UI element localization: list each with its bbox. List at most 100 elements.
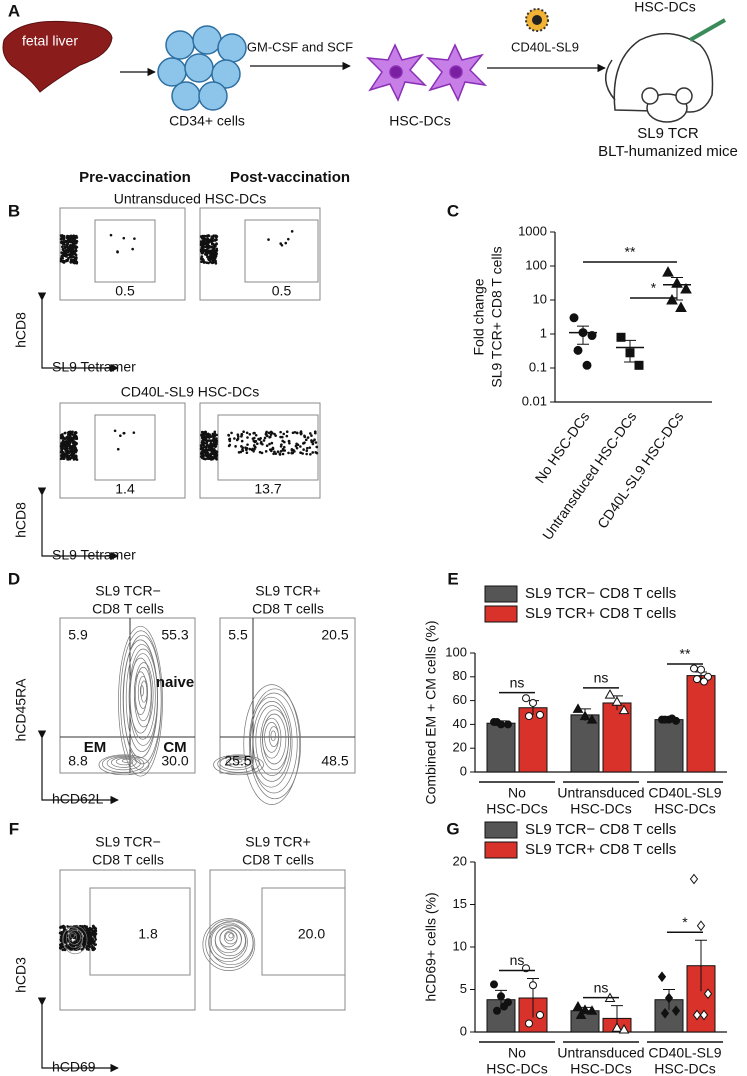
event-dot	[245, 451, 249, 455]
schematic-label: CD40L-SL9	[511, 39, 579, 54]
data-point	[664, 992, 674, 1004]
panel-label: E	[447, 569, 458, 588]
data-point	[582, 360, 592, 370]
x-tick-label: HSC-DCs	[486, 1061, 547, 1076]
event-dot	[201, 439, 205, 443]
data-point	[490, 980, 498, 989]
contour	[122, 639, 158, 759]
x-tick-label: HSC-DCs	[654, 1061, 715, 1076]
error-bar	[577, 325, 589, 345]
event-dot	[70, 947, 73, 951]
x-tick-label: HSC-DCs	[486, 801, 547, 817]
event-dot	[278, 452, 282, 456]
event-dot	[204, 435, 208, 439]
event-dot	[234, 445, 237, 448]
row-title: CD40L-SL9 HSC-DCs	[121, 384, 259, 400]
event-dot	[87, 932, 90, 935]
data-point	[586, 1005, 598, 1015]
event-dot	[214, 444, 218, 448]
event-dot	[208, 258, 212, 261]
event-dot	[199, 257, 203, 260]
event-dot	[210, 451, 214, 455]
data-point	[668, 714, 676, 723]
contour	[217, 755, 260, 773]
event-dot	[315, 451, 319, 455]
plot-title: CD8 T cells	[92, 852, 164, 868]
event-dot	[290, 230, 294, 233]
quadrant-value: 8.8	[68, 753, 88, 769]
event-dot	[69, 246, 73, 249]
event-dot	[252, 449, 255, 453]
contour	[262, 713, 287, 765]
event-dot	[133, 237, 136, 240]
contour	[270, 730, 276, 742]
data-point	[522, 694, 530, 703]
significance-label: ns	[510, 674, 525, 690]
event-dot	[210, 446, 213, 450]
event-dot	[268, 442, 271, 446]
event-dot	[64, 431, 67, 435]
event-dot	[67, 455, 71, 459]
event-dot	[67, 249, 70, 253]
event-dot	[282, 445, 286, 449]
event-dot	[215, 437, 218, 440]
x-tick-label: HSC-DCs	[570, 801, 631, 817]
event-dot	[202, 248, 206, 252]
event-dot	[286, 237, 290, 241]
event-dot	[93, 930, 97, 933]
event-dot	[62, 443, 66, 446]
event-dot	[264, 432, 268, 436]
plot-title: CD8 T cells	[242, 852, 314, 868]
event-dot	[263, 436, 267, 440]
event-dot	[246, 443, 249, 446]
event-dot	[62, 447, 65, 450]
gate-value: 0.5	[115, 283, 135, 299]
plot-frame	[199, 402, 321, 499]
event-dot	[200, 250, 203, 253]
event-dot	[205, 239, 209, 243]
event-dot	[237, 435, 240, 438]
event-dot	[72, 452, 76, 456]
panel-label: B	[8, 201, 20, 220]
x-tick-label: CD40L-SL9 HSC-DCs	[594, 409, 687, 532]
event-dot	[87, 934, 91, 937]
plot-title: SL9 TCR+	[255, 583, 321, 599]
data-point	[689, 873, 699, 885]
data-point	[697, 665, 705, 674]
data-point	[587, 331, 597, 341]
event-dot	[85, 925, 88, 928]
event-dot	[63, 948, 67, 952]
contour	[120, 630, 162, 771]
event-dot	[73, 431, 77, 434]
liver-icon	[2, 20, 113, 93]
event-dot	[61, 945, 65, 949]
data-point	[569, 313, 579, 323]
event-dot	[261, 442, 264, 446]
contour	[243, 684, 301, 805]
event-dot	[71, 243, 75, 246]
event-dot	[210, 242, 214, 245]
contour	[213, 754, 264, 776]
event-dot	[91, 944, 94, 948]
significance-label: ns	[594, 979, 609, 995]
y-tick-label: 20	[453, 853, 467, 868]
event-dot	[241, 446, 245, 449]
x-tick-label: No	[508, 1045, 526, 1061]
schematic-label: CD34+ cells	[169, 113, 245, 129]
event-dot	[245, 431, 249, 435]
event-dot	[119, 434, 122, 438]
y-tick-label: 10	[453, 938, 467, 953]
contour	[70, 933, 75, 939]
contour	[139, 685, 144, 697]
event-dot	[306, 436, 310, 439]
significance-label: **	[625, 244, 636, 260]
x-tick-label: CD40L-SL9	[648, 1045, 721, 1061]
event-dot	[92, 948, 96, 951]
event-dot	[62, 252, 66, 255]
event-dot	[75, 458, 79, 461]
event-dot	[213, 441, 217, 445]
schematic-label: GM-CSF and SCF	[247, 39, 353, 54]
event-dot	[69, 261, 73, 264]
data-point	[572, 1000, 584, 1011]
significance-label: ns	[510, 952, 525, 968]
